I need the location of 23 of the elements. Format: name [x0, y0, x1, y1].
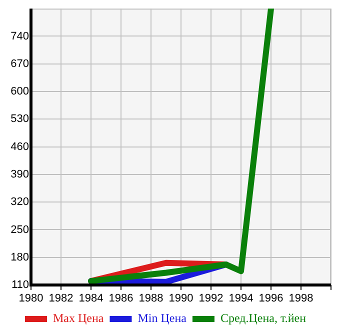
- x-tick-label: 1982: [48, 292, 74, 305]
- x-tick-label: 1990: [168, 292, 194, 305]
- y-tick-label: 740: [10, 30, 29, 42]
- x-tick-label: 1992: [198, 292, 224, 305]
- legend-label: Сред.Цена, т.йен: [220, 311, 307, 326]
- legend-label: Max Цена: [52, 311, 104, 326]
- y-tick-label: 250: [10, 224, 29, 236]
- legend-label: Min Цена: [138, 311, 188, 326]
- y-tick-label: 600: [10, 86, 29, 98]
- x-tick-label: 1984: [78, 292, 104, 305]
- x-tick-label: 1994: [228, 292, 254, 305]
- x-tick-label: 1980: [18, 292, 44, 305]
- y-tick-label: 110: [11, 279, 29, 292]
- y-tick-label: 670: [10, 58, 29, 70]
- x-tick-label: 1998: [288, 292, 314, 305]
- x-tick-label: 1996: [258, 292, 284, 305]
- y-tick-label: 460: [10, 140, 29, 153]
- y-tick-label: 530: [10, 113, 29, 126]
- x-tick-label: 1986: [108, 292, 134, 305]
- y-tick-label: 390: [10, 168, 29, 180]
- y-tick-label: 320: [10, 196, 29, 208]
- x-tick-label: 1988: [138, 292, 164, 305]
- y-tick-label: 180: [10, 251, 29, 264]
